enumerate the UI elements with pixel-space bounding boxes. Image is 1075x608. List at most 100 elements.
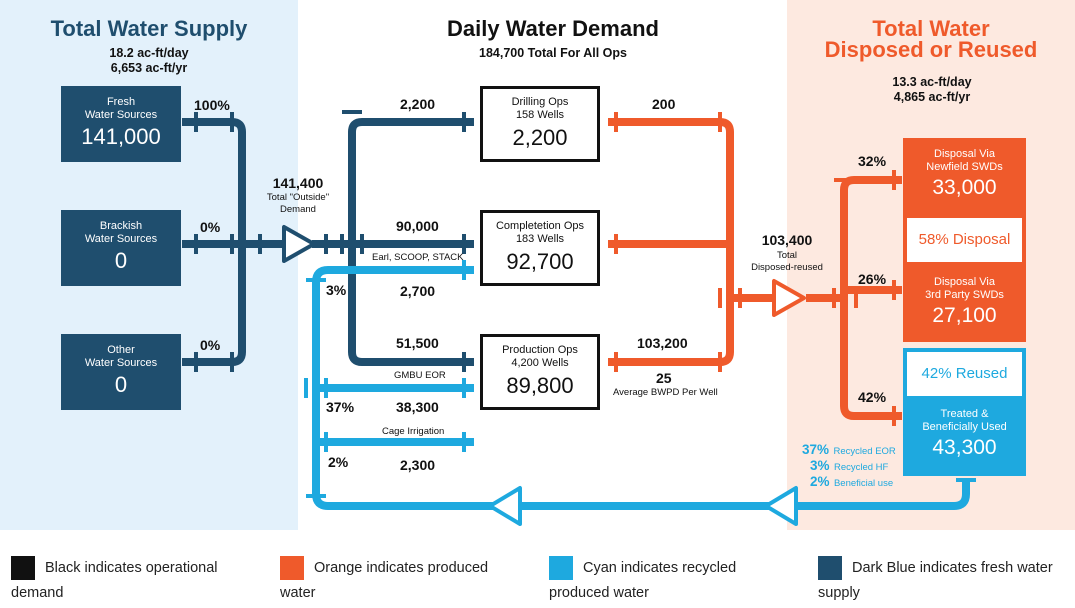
production-value: 89,800 [506, 373, 574, 398]
breakdown-row-hf: 3% Recycled HF [810, 457, 888, 475]
recycled-completion-pct: 3% [326, 282, 347, 298]
production-label-1: Production Ops [502, 344, 578, 356]
legend-item-cyan: Cyan indicates recycled produced water [549, 556, 799, 606]
disposed-title-1: Total Water [872, 16, 990, 41]
production-ops-box: Production Ops 4,200 Wells 89,800 [480, 334, 600, 410]
legend-black-line-2: demand [11, 585, 64, 601]
eor-value: 38,300 [396, 399, 439, 415]
fresh-label-1: Fresh [106, 96, 136, 108]
demand-subtitle: 184,700 Total For All Ops [479, 46, 627, 60]
breakdown-beneficial-label: Beneficial use [833, 478, 894, 489]
completion-in-note: Earl, SCOOP, STACK [372, 252, 464, 263]
drilling-label-1: Drilling Ops [511, 96, 569, 108]
legend-swatch-black [11, 556, 35, 580]
brackish-pct: 0% [200, 219, 221, 235]
pipe-network [182, 110, 976, 526]
production-in-note: GMBU EOR [394, 370, 446, 381]
breakdown-hf-pct: 3% [810, 458, 830, 473]
irrigation-pct: 2% [328, 454, 349, 470]
disposed-total-label-2: Disposed-reused [751, 262, 823, 273]
other-label-1: Other [107, 344, 135, 356]
completion-value: 92,700 [506, 249, 574, 274]
breakdown-eor-label: Recycled EOR [833, 446, 896, 457]
legend-black-line-1: Black indicates operational [45, 560, 218, 576]
legend-item-black: Black indicates operational demand [11, 556, 261, 606]
other-value: 0 [114, 372, 128, 397]
thirdparty-label-2: 3rd Party SWDs [925, 289, 1004, 301]
thirdparty-label-1: Disposal Via [934, 276, 995, 288]
thirdparty-swd-box: Disposal Via 3rd Party SWDs 27,100 [903, 266, 1026, 342]
treated-value: 43,300 [932, 436, 997, 459]
pct-reused: 42% [858, 389, 887, 405]
irrigation-value: 2,300 [400, 457, 436, 473]
other-pct: 0% [200, 337, 221, 353]
brackish-label-2: Water Sources [84, 233, 158, 245]
supply-per-year: 6,653 ac-ft/yr [110, 61, 188, 75]
drilling-in-value: 2,200 [400, 96, 436, 112]
production-in-value: 51,500 [396, 335, 439, 351]
disposed-title-2: Disposed or Reused [824, 37, 1038, 62]
newfield-swd-box: Disposal Via Newfield SWDs 33,000 [903, 138, 1026, 214]
recycle-arrow-right [764, 486, 798, 526]
completion-label-1: Completetion Ops [495, 220, 585, 232]
legend-swatch-cyan [549, 556, 573, 580]
eor-pct: 37% [326, 399, 355, 415]
supply-title: Total Water Supply [50, 16, 248, 41]
treated-label-2: Beneficially Used [922, 421, 1007, 433]
thirdparty-value: 27,100 [932, 304, 997, 327]
drilling-label-2: 158 Wells [515, 109, 565, 121]
legend-swatch-dark-blue [818, 556, 842, 580]
brackish-source-box: Brackish Water Sources 0 [61, 210, 181, 286]
disposed-total-value: 103,400 [761, 232, 813, 248]
pct-newfield: 32% [858, 153, 887, 169]
treated-box: Treated & Beneficially Used 43,300 [903, 398, 1026, 476]
reused-pct-box: 42% Reused [907, 352, 1022, 396]
breakdown-hf-label: Recycled HF [833, 462, 889, 473]
outside-demand-label-2: Demand [280, 204, 316, 215]
drilling-out-value: 200 [652, 96, 676, 112]
breakdown-beneficial-pct: 2% [810, 474, 830, 489]
recycle-arrow-left [488, 486, 522, 526]
disposed-per-year: 4,865 ac-ft/yr [893, 90, 971, 104]
production-out-value: 103,200 [637, 335, 688, 351]
breakdown-eor-pct: 37% [802, 442, 830, 457]
recycled-completion-value: 2,700 [400, 283, 436, 299]
legend-swatch-orange [280, 556, 304, 580]
breakdown-row-beneficial: 2% Beneficial use [810, 473, 893, 491]
outside-demand-value: 141,400 [272, 175, 324, 191]
completion-ops-box: Completetion Ops 183 Wells 92,700 [480, 210, 600, 286]
bwpd-value: 25 [656, 370, 672, 386]
legend-item-orange: Orange indicates produced water [280, 556, 530, 606]
legend-dark-blue-line-2: supply [818, 585, 860, 601]
fresh-label-2: Water Sources [84, 109, 158, 121]
pct-3rdparty: 26% [858, 271, 887, 287]
brackish-value: 0 [114, 248, 128, 273]
production-label-2: 4,200 Wells [511, 357, 569, 369]
legend-orange-line-2: water [280, 585, 316, 601]
newfield-value: 33,000 [932, 176, 997, 199]
demand-title: Daily Water Demand [447, 16, 659, 41]
disposal-pct-box: 58% Disposal [907, 218, 1022, 262]
legend-cyan-line-1: Cyan indicates recycled [583, 560, 737, 576]
bwpd-label: Average BWPD Per Well [613, 387, 718, 398]
completion-in-value: 90,000 [396, 218, 439, 234]
newfield-label-2: Newfield SWDs [926, 161, 1003, 173]
newfield-label-1: Disposal Via [934, 148, 995, 160]
disposal-pct-label: 58% Disposal [918, 231, 1011, 248]
disposal-arrow [772, 279, 806, 317]
completion-label-2: 183 Wells [515, 233, 565, 245]
irrigation-label: Cage Irrigation [382, 426, 445, 437]
supply-per-day: 18.2 ac-ft/day [109, 46, 189, 60]
fresh-source-box: Fresh Water Sources 141,000 [61, 86, 181, 162]
reused-pct-label: 42% Reused [921, 365, 1008, 382]
disposed-per-day: 13.3 ac-ft/day [892, 75, 972, 89]
drilling-value: 2,200 [512, 125, 568, 150]
outside-demand-arrow [282, 225, 316, 263]
brackish-label-1: Brackish [99, 220, 143, 232]
breakdown-row-eor: 37% Recycled EOR [802, 441, 896, 459]
drilling-ops-box: Drilling Ops 158 Wells 2,200 [480, 86, 600, 162]
fresh-value: 141,000 [81, 124, 161, 149]
legend-dark-blue-line-1: Dark Blue indicates fresh water [852, 560, 1053, 576]
disposed-total-label-1: Total [776, 250, 798, 261]
